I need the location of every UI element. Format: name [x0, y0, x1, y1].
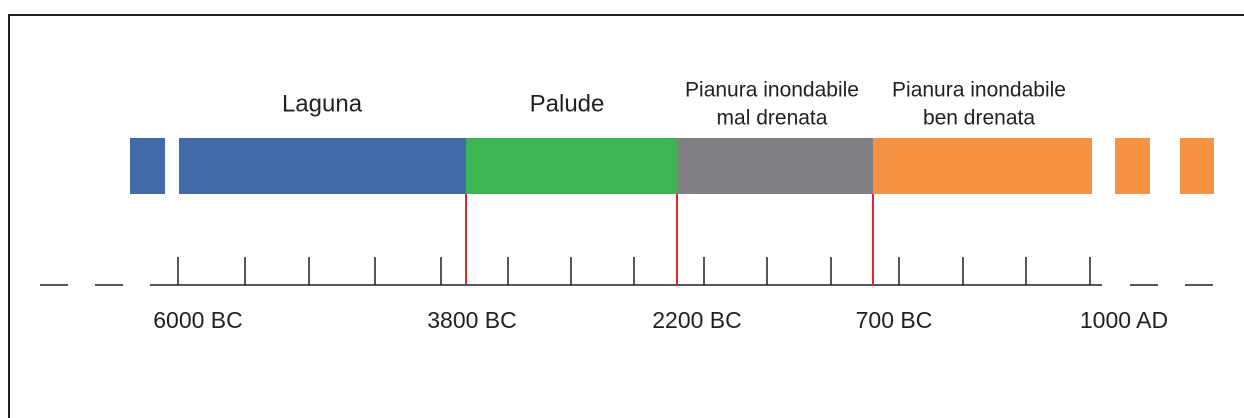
axis-label: 6000 BC [153, 307, 243, 333]
bar-lagoon [179, 138, 466, 194]
boundaries [465, 194, 874, 285]
phase-label: Pianura inondabile [892, 79, 1066, 102]
bar-well-drained [1180, 138, 1214, 194]
bar-well-drained [873, 138, 1092, 194]
bar-poor-drained [677, 138, 873, 194]
axis-label: 700 BC [856, 307, 933, 333]
bar-lagoon [130, 138, 165, 194]
phase-label: ben drenata [923, 107, 1035, 130]
frame [8, 14, 1244, 418]
phase-label: Palude [530, 90, 605, 117]
time-axis [40, 257, 1213, 286]
bar-marsh [466, 138, 677, 194]
phase-bars [130, 138, 1214, 194]
axis-label: 1000 AD [1080, 307, 1168, 333]
phase-label: Laguna [282, 90, 363, 117]
axis-label: 2200 BC [652, 307, 742, 333]
phase-label: Pianura inondabile [685, 79, 859, 102]
phase-label: mal drenata [717, 107, 828, 130]
axis-label: 3800 BC [427, 307, 517, 333]
bar-well-drained [1115, 138, 1150, 194]
